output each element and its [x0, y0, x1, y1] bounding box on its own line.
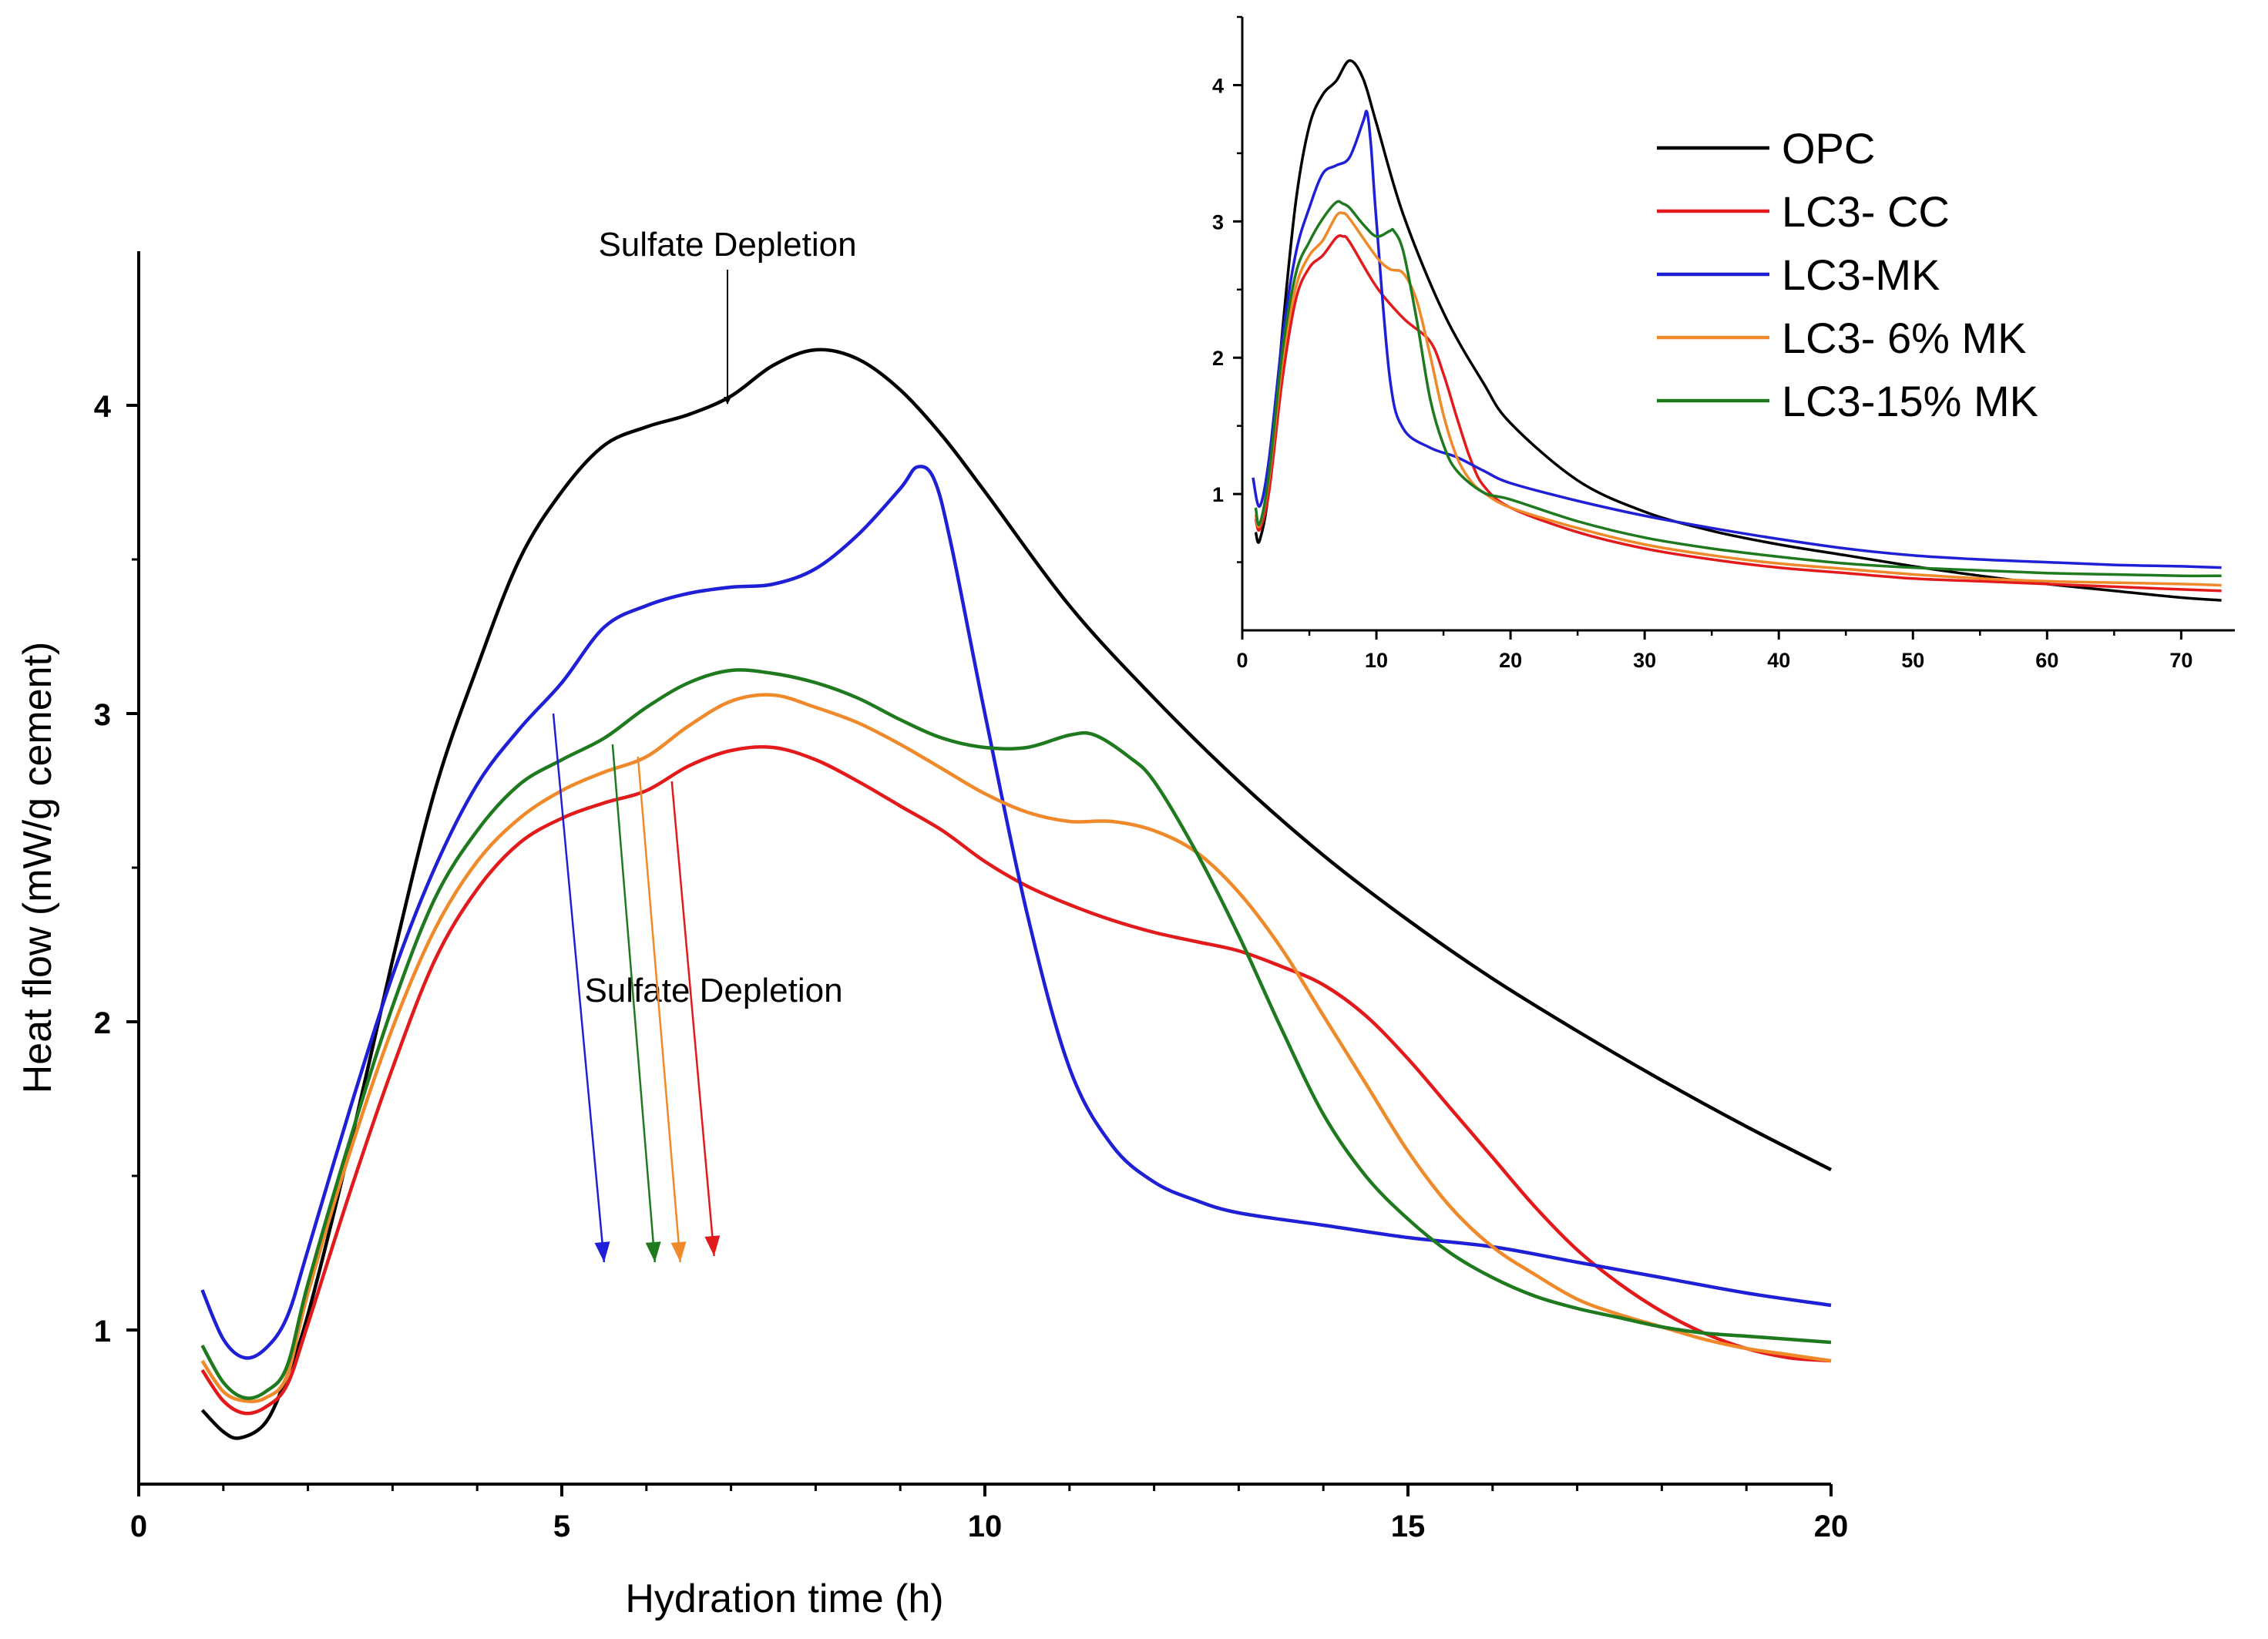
annotations: Sulfate Depletion Sulfate Depletion: [552, 226, 857, 1263]
main-x-tick-label: 10: [968, 1510, 1003, 1543]
main-y-tick-label: 2: [94, 1006, 111, 1040]
legend-label-opc: OPC: [1782, 124, 1875, 173]
sulfate-arrow-lc3-6-mk: [637, 756, 681, 1263]
sulfate-arrow-lc3-cc: [670, 781, 715, 1257]
sulfate-arrow-lc3-mk: [552, 713, 606, 1263]
main-x-tick-label: 20: [1814, 1510, 1849, 1543]
sulfate-arrowhead-lc3-15-mk: [645, 1241, 661, 1262]
inset-x-tick-label: 10: [1365, 649, 1388, 672]
sulfate-arrowhead-lc3-6-mk: [670, 1241, 687, 1262]
inset-x-tick-label: 70: [2169, 649, 2192, 672]
main-series-lc3-6-mk: [200, 693, 1832, 1403]
inset-series-lc3-cc: [1254, 234, 2222, 593]
inset-series-lc3-mk: [1252, 109, 2222, 569]
sulfate-arrowhead-lc3-mk: [594, 1241, 610, 1262]
main-series-lc3-15-mk: [200, 668, 1832, 1400]
main-x-tick-label: 15: [1391, 1510, 1426, 1543]
main-x-tick-label: 5: [553, 1510, 570, 1543]
main-y-tick-label: 4: [94, 390, 112, 424]
inset-series-lc3-6-mk: [1254, 211, 2222, 587]
inset-x-tick-label: 0: [1236, 649, 1248, 672]
inset-x-tick-label: 20: [1499, 649, 1522, 672]
inset-x-tick-label: 50: [1901, 649, 1924, 672]
main-x-axis-title: Hydration time (h): [625, 1577, 943, 1621]
inset-plot: 0 10 20 30 40 50 60 70 1 2 3 4 OPC LC3- CC LC3-MK LC3-…: [1212, 15, 2235, 672]
legend-label-lc3-cc: LC3- CC: [1782, 187, 1950, 236]
inset-y-tick-label: 2: [1212, 347, 1224, 370]
inset-series-opc: [1254, 59, 2222, 602]
inset-y-tick-label: 4: [1212, 74, 1224, 97]
sulfate-arrowhead-lc3-cc: [704, 1235, 721, 1256]
main-series-opc: [200, 348, 1833, 1440]
legend: OPC LC3- CC LC3-MK LC3- 6% MK LC3-15% MK: [1657, 124, 2038, 425]
main-y-axis-title: Heat flow (mW/g cement): [15, 642, 60, 1094]
main-x-tick-label: 0: [130, 1510, 147, 1543]
sulfate-depletion-label-top: Sulfate Depletion: [598, 226, 856, 264]
main-y-tick-label: 1: [94, 1315, 111, 1348]
legend-label-lc3-6-mk: LC3- 6% MK: [1782, 314, 2026, 362]
inset-series-lc3-15-mk: [1254, 200, 2222, 578]
legend-label-lc3-15-mk: LC3-15% MK: [1782, 377, 2038, 425]
inset-y-tick-label: 1: [1212, 483, 1224, 506]
sulfate-arrow-lc3-15-mk: [611, 744, 657, 1263]
main-y-tick-label: 3: [94, 698, 111, 732]
inset-y-tick-label: 3: [1212, 210, 1224, 233]
inset-x-tick-label: 30: [1633, 649, 1656, 672]
sulfate-depletion-label-bottom: Sulfate Depletion: [584, 972, 842, 1009]
main-series-lc3-mk: [200, 465, 1832, 1360]
inset-x-tick-label: 40: [1767, 649, 1790, 672]
inset-x-tick-label: 60: [2035, 649, 2058, 672]
main-series-lc3-cc: [200, 744, 1832, 1416]
legend-label-lc3-mk: LC3-MK: [1782, 250, 1940, 299]
